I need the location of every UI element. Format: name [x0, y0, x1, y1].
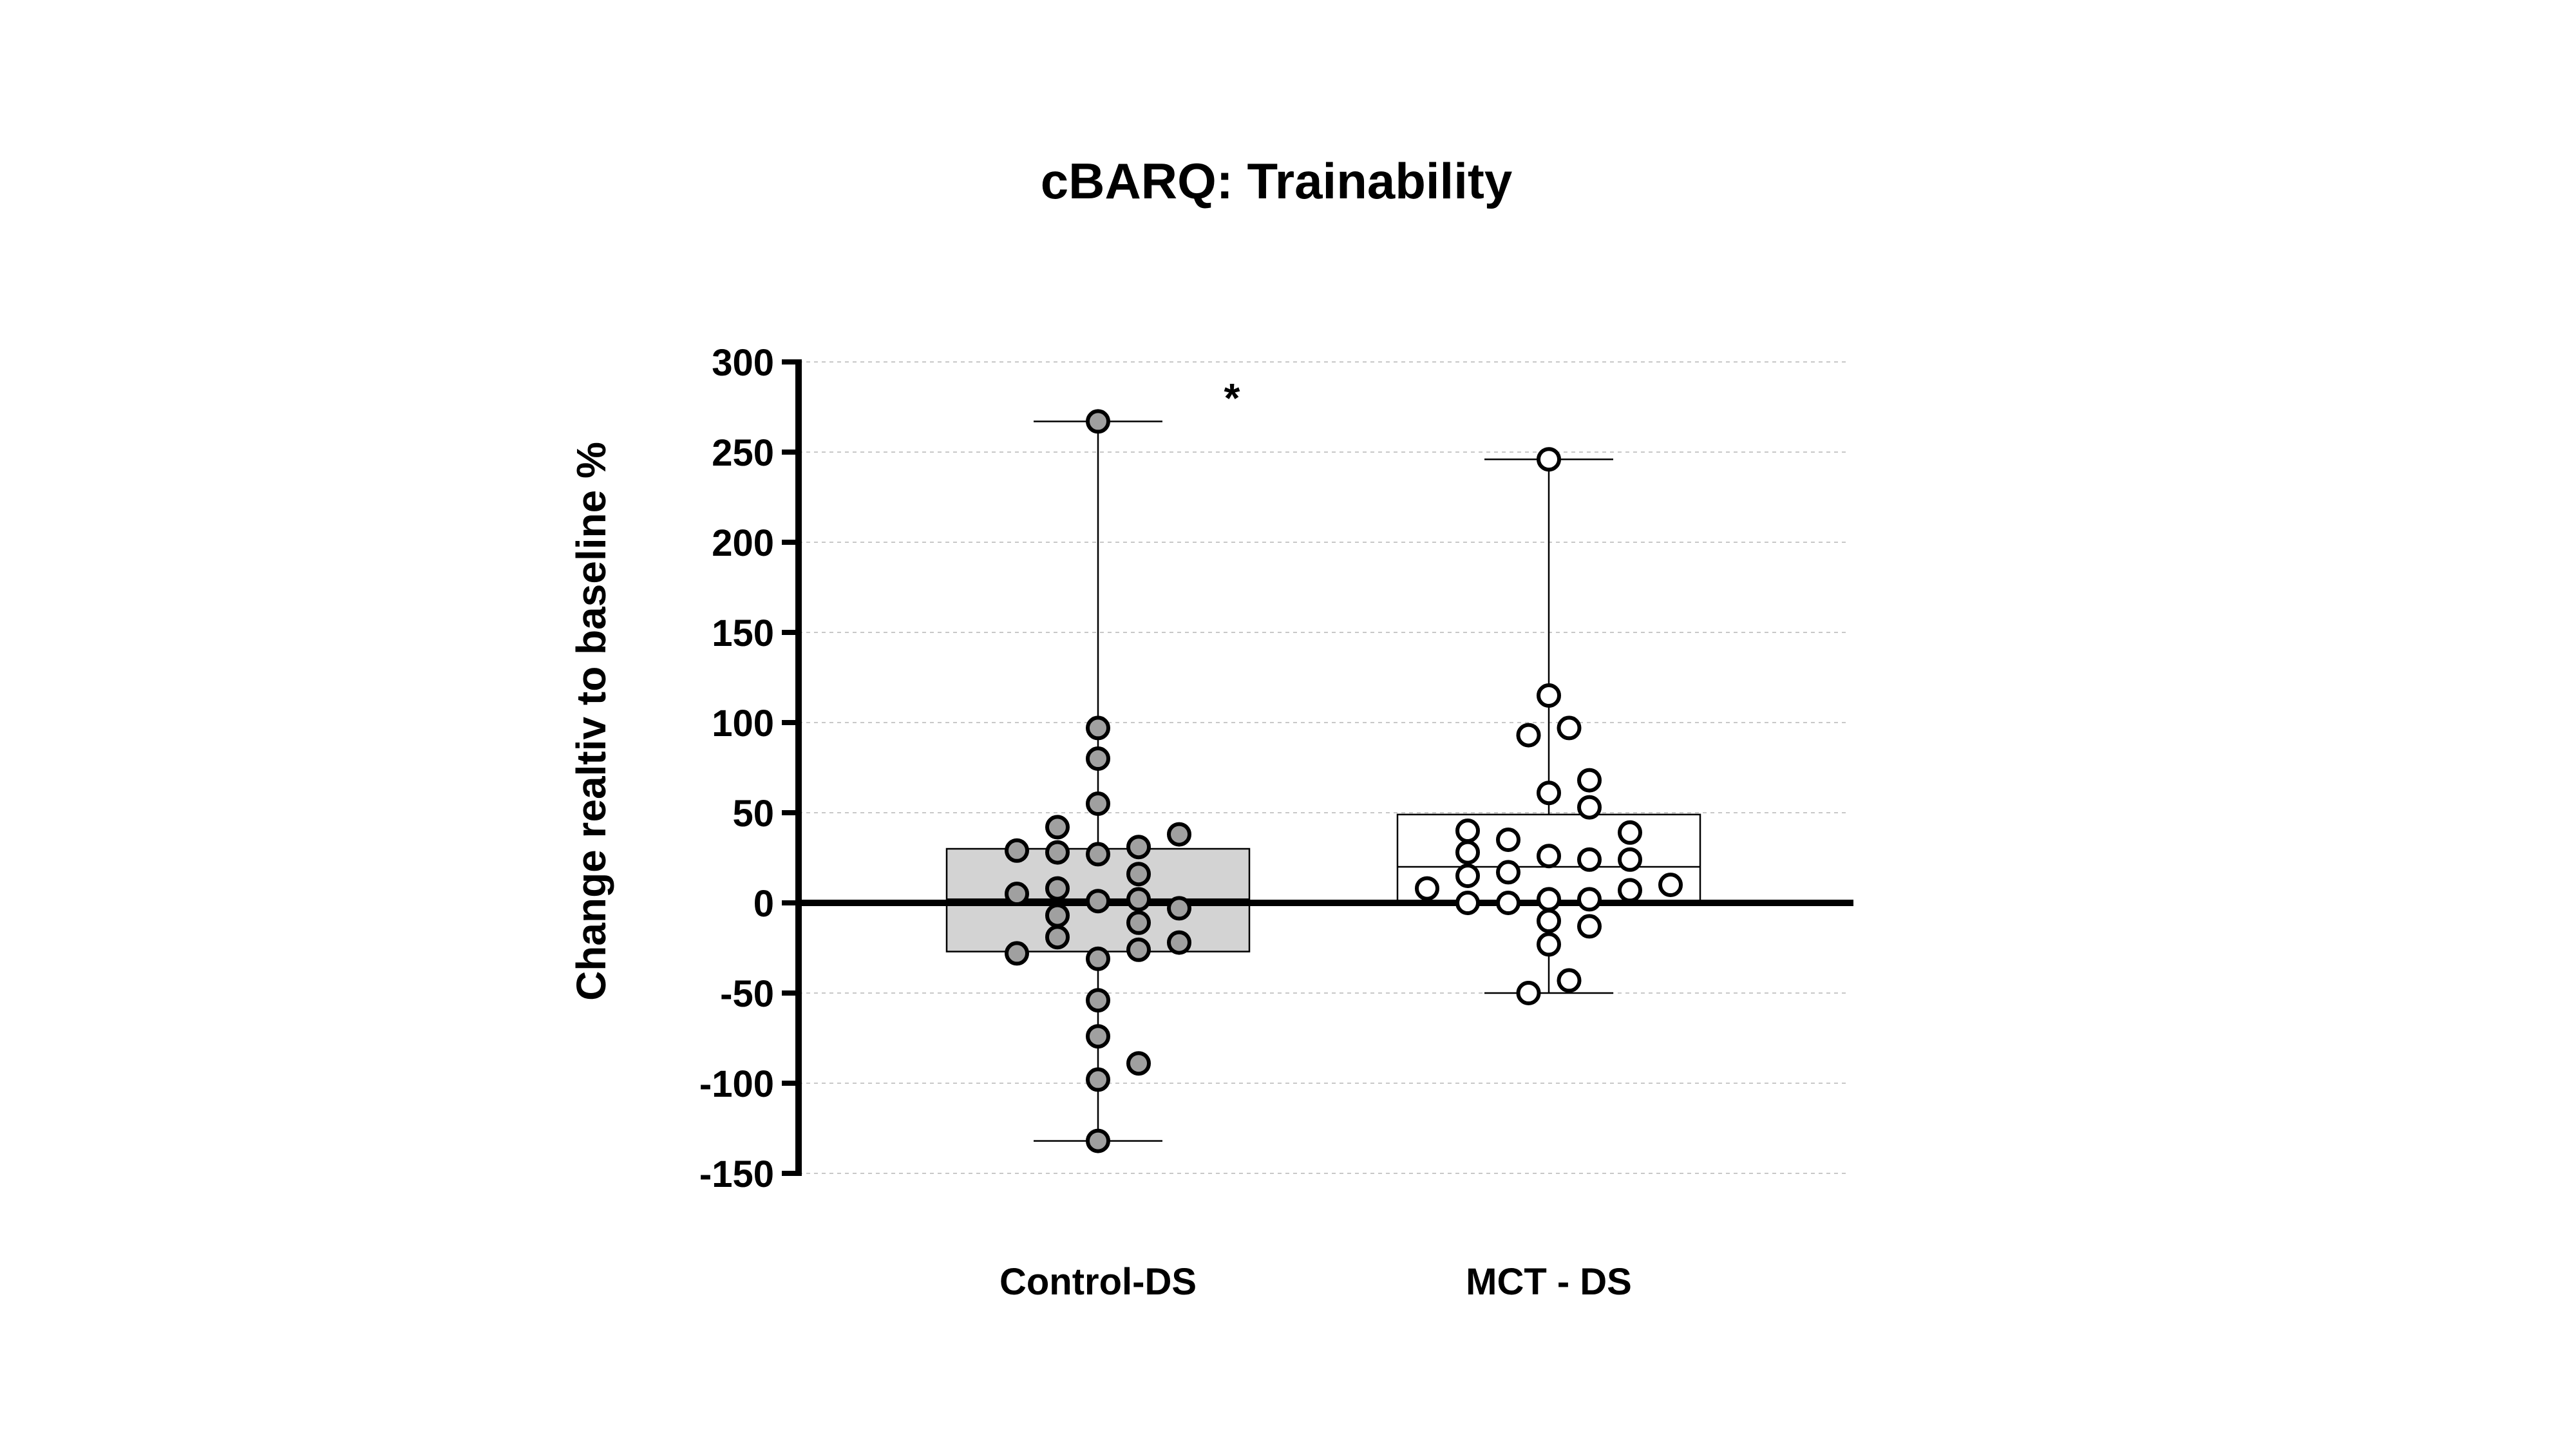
data-point [1537, 932, 1561, 957]
data-point [1086, 889, 1110, 914]
data-point [1005, 941, 1029, 966]
data-point [1455, 891, 1480, 915]
y-axis: 300 250 200 150 100 50 0 -50 -100 -150 [699, 342, 802, 1195]
data-point [1045, 840, 1070, 865]
data-point [1496, 860, 1520, 885]
y-axis-label: Change realtiv to baseline % [568, 442, 614, 1001]
data-point [1167, 896, 1191, 921]
y-tick-label: 0 [753, 883, 774, 925]
data-point [1126, 835, 1151, 860]
y-tick-label: -50 [720, 973, 774, 1015]
data-point [1045, 925, 1070, 950]
data-point [1086, 842, 1110, 867]
data-point [1577, 795, 1602, 820]
data-point [1086, 746, 1110, 771]
data-point [1005, 838, 1029, 863]
data-point [1496, 828, 1520, 852]
gridlines [799, 361, 1848, 1174]
y-tick-label: 250 [712, 432, 774, 474]
data-point [1086, 988, 1110, 1013]
data-point [1086, 1128, 1110, 1153]
data-point [1537, 844, 1561, 869]
data-point [1126, 937, 1151, 962]
data-points [1005, 409, 1683, 1153]
data-point [1086, 1024, 1110, 1049]
y-tick-label: -150 [699, 1153, 774, 1195]
data-point [1618, 820, 1642, 845]
y-tick-label: 100 [712, 703, 774, 744]
y-tick-label: -100 [699, 1063, 774, 1105]
data-point [1537, 887, 1561, 912]
data-point [1086, 715, 1110, 741]
data-point [1455, 819, 1480, 843]
data-point [1045, 903, 1070, 928]
x-tick-labels: Control-DS MCT - DS [999, 1261, 1632, 1303]
data-point [1415, 876, 1439, 901]
data-point [1005, 882, 1029, 906]
y-tick-label: 50 [732, 793, 774, 835]
y-tick-label: 150 [712, 612, 774, 654]
data-point [1577, 768, 1602, 793]
significance-annotation: * [1224, 375, 1240, 421]
data-point [1516, 723, 1541, 748]
data-point [1045, 876, 1070, 901]
data-point [1537, 781, 1561, 806]
data-point [1537, 683, 1561, 708]
data-point [1577, 914, 1602, 939]
data-point [1455, 864, 1480, 888]
data-point [1086, 1067, 1110, 1092]
data-point [1126, 887, 1151, 912]
data-point [1086, 791, 1110, 816]
data-point [1577, 887, 1602, 912]
x-tick-label: MCT - DS [1466, 1261, 1632, 1303]
data-point [1126, 910, 1151, 935]
data-point [1167, 822, 1191, 847]
data-point [1455, 840, 1480, 865]
data-point [1577, 847, 1602, 872]
data-point [1086, 409, 1110, 434]
data-point [1557, 715, 1582, 741]
data-point [1167, 930, 1191, 955]
data-point [1496, 891, 1520, 915]
y-tick-label: 300 [712, 342, 774, 384]
data-point [1537, 447, 1561, 472]
data-point [1658, 873, 1683, 897]
data-point [1126, 1051, 1151, 1076]
chart-title: cBARQ: Trainability [1041, 153, 1512, 209]
data-point [1126, 862, 1151, 887]
data-point [1086, 946, 1110, 971]
data-point [1045, 815, 1070, 840]
data-point [1618, 878, 1642, 903]
data-point [1537, 909, 1561, 933]
data-point [1516, 981, 1541, 1005]
y-tick-label: 200 [712, 522, 774, 564]
data-point [1557, 968, 1582, 993]
data-point [1618, 847, 1642, 872]
x-tick-label: Control-DS [999, 1261, 1197, 1303]
